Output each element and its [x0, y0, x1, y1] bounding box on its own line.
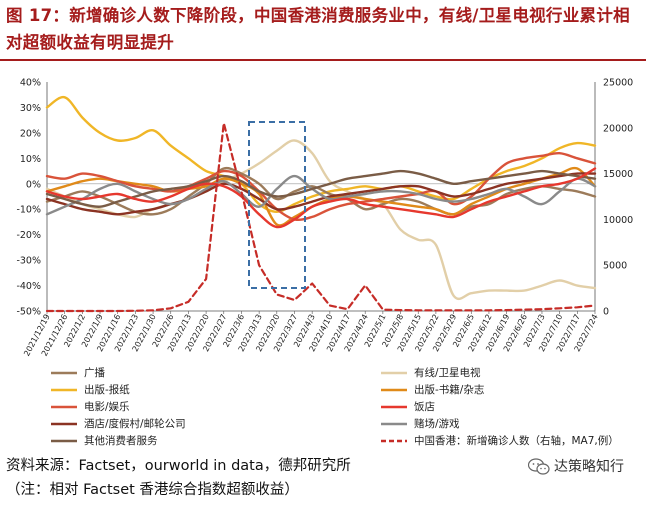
- title-rule: [0, 59, 646, 61]
- left-tick-label: -50%: [16, 307, 41, 318]
- wechat-icon: [527, 458, 550, 475]
- legend-label: 出版-书籍/杂志: [414, 384, 485, 396]
- right-tick-label: 0: [603, 307, 609, 318]
- series-line-8: [45, 169, 597, 208]
- left-tick-label: -10%: [16, 205, 41, 216]
- legend-label: 电影/娱乐: [84, 401, 130, 413]
- legend-label: 酒店/度假村/邮轮公司: [84, 418, 186, 430]
- source-note: 资料来源：Factset，ourworld in data，德邦研究所 （注：相…: [6, 454, 351, 502]
- legend-swatch: [51, 422, 77, 426]
- legend-swatch: [381, 371, 407, 375]
- watermark-text: 达策略知行: [554, 459, 624, 475]
- right-tick-label: 5000: [603, 261, 627, 272]
- legend-label: 其他消费者服务: [84, 435, 158, 447]
- source-line-2: （注：相对 Factset 香港综合指数超额收益）: [6, 482, 299, 498]
- legend-label: 赌场/游戏: [414, 418, 460, 430]
- right-tick-label: 10000: [603, 215, 633, 226]
- highlight-box: [248, 121, 306, 289]
- right-tick-label: 15000: [603, 169, 633, 180]
- source-line-1: 资料来源：Factset，ourworld in data，德邦研究所: [6, 458, 351, 474]
- chart-title: 图 17：新增确诊人数下降阶段，中国香港消费服务业中，有线/卫星电视行业累计相对…: [6, 6, 630, 52]
- left-tick-label: 20%: [20, 128, 41, 139]
- series-line-7: [45, 174, 597, 216]
- legend-label: 饭店: [414, 401, 435, 413]
- right-axis-ticks: 0 5000 10000 15000 20000 25000: [603, 78, 633, 318]
- legend-swatch: [51, 371, 77, 375]
- legend-swatch: [381, 439, 407, 443]
- left-axis-ticks: -50% -40% -30% -20% -10% 0% 10% 20% 30% 40%: [16, 78, 41, 318]
- legend-label: 中国香港：新增确诊人数（右轴，MA7,例）: [414, 435, 619, 447]
- legend-swatch: [381, 405, 407, 409]
- series-line-9: [45, 122, 597, 313]
- left-tick-label: -20%: [16, 230, 41, 241]
- series-line-6: [45, 172, 597, 216]
- left-tick-label: 40%: [20, 78, 41, 89]
- left-tick-label: 10%: [20, 154, 41, 165]
- legend-swatch: [51, 405, 77, 409]
- legend-swatch: [51, 439, 77, 443]
- watermark: 达策略知行: [527, 456, 624, 476]
- left-tick-label: 30%: [20, 103, 41, 114]
- legend-label: 广播: [84, 367, 105, 379]
- left-tick-label: 0%: [26, 179, 41, 190]
- legend-swatch: [381, 388, 407, 392]
- legend-label: 出版-报纸: [84, 384, 130, 396]
- left-tick-label: -30%: [16, 256, 41, 267]
- left-tick-label: -40%: [16, 281, 41, 292]
- x-axis-ticks: 2021/12/192021/12/262022/1/22022/1/92022…: [22, 311, 600, 358]
- right-tick-label: 25000: [603, 78, 633, 89]
- legend-label: 有线/卫星电视: [414, 367, 481, 379]
- right-tick-label: 20000: [603, 123, 633, 134]
- series-line-5: [45, 167, 597, 229]
- series-lines: [45, 95, 597, 313]
- series-line-1: [45, 139, 597, 301]
- chart: -50% -40% -30% -20% -10% 0% 10% 20% 30% 40% 0 5000…: [16, 78, 633, 358]
- legend-swatch: [381, 422, 407, 426]
- series-line-4: [45, 151, 597, 221]
- legend-swatch: [51, 388, 77, 392]
